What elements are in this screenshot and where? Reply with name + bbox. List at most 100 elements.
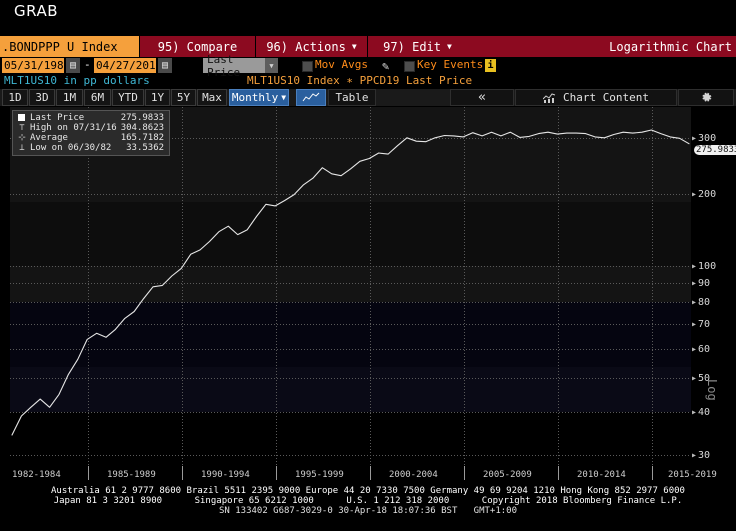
- period-button-6m[interactable]: 6M: [84, 89, 111, 106]
- calendar-icon[interactable]: ▤: [158, 58, 172, 73]
- collapse-panel-button[interactable]: «: [450, 89, 514, 106]
- x-axis-separator: [88, 466, 89, 480]
- chart-band-2: [10, 202, 691, 266]
- edit-button-label: Edit: [412, 39, 441, 54]
- x-axis-separator: [276, 466, 277, 480]
- x-tick-label: 1985-1989: [107, 470, 156, 480]
- ticker-field[interactable]: .BONDPPP U Index: [0, 36, 139, 57]
- actions-button[interactable]: 96) Actions ▼: [255, 36, 367, 57]
- compare-button-number: 95): [157, 39, 180, 54]
- bar-chart-icon: [542, 92, 556, 103]
- chart-band-6: [10, 412, 691, 465]
- gridline-v: [88, 107, 89, 465]
- chart-plot-area[interactable]: [10, 107, 691, 465]
- edit-button-number: 97): [383, 39, 405, 54]
- current-price-badge: 275.9833: [694, 145, 736, 155]
- footer-contacts-line-2: Japan 81 3 3201 8900 Singapore 65 6212 1…: [53, 496, 683, 506]
- frequency-label: Monthly: [231, 91, 279, 104]
- period-row: 1D 3D 1M 6M YTD 1Y 5Y Max Monthly ▼ Tabl…: [0, 89, 736, 106]
- pencil-icon[interactable]: ✎: [382, 59, 390, 73]
- calendar-icon[interactable]: ▤: [66, 58, 80, 73]
- legend-marker-high: ⊤: [19, 123, 25, 133]
- y-tick-label: ▸90: [691, 278, 711, 289]
- x-tick-label: 2005-2009: [483, 470, 532, 480]
- x-axis-separator: [558, 466, 559, 480]
- period-button-1y[interactable]: 1Y: [145, 89, 170, 106]
- legend-row: ⊤ High on 07/31/16 304.8623: [16, 123, 166, 133]
- subtitle-row: MLT1US10 in pp dollars MLT1US10 Index ∗ …: [0, 74, 736, 89]
- price-type-select[interactable]: Last Price: [203, 53, 265, 79]
- legend-value: 165.7182: [120, 133, 165, 143]
- chart-content-label: Chart Content: [562, 91, 650, 104]
- key-events-label[interactable]: Key Events: [417, 58, 484, 71]
- date-range-dash: -: [84, 58, 91, 71]
- legend-marker-average: ⊹: [18, 133, 26, 143]
- legend-marker-last-price: [16, 113, 28, 123]
- y-tick-label: ▸60: [691, 344, 711, 355]
- period-button-1d[interactable]: 1D: [2, 89, 28, 106]
- y-tick-label: ▸100: [691, 261, 717, 272]
- legend-label: High on 07/31/16: [30, 123, 117, 133]
- gear-icon-glyph: [701, 92, 711, 102]
- options-row: 05/31/1982 ▤ - 04/27/2018 ▤ Last Price ▼…: [0, 53, 736, 79]
- gridline-h: [10, 138, 691, 139]
- period-button-3d[interactable]: 3D: [29, 89, 55, 106]
- edit-button[interactable]: 97) Edit ▼: [367, 36, 467, 57]
- legend-label: Last Price: [30, 113, 85, 123]
- legend-label: Low on 06/30/82: [30, 143, 112, 153]
- gridline-h: [10, 266, 691, 267]
- frequency-select[interactable]: Monthly ▼: [229, 89, 289, 106]
- compare-button-label: Compare: [186, 39, 238, 54]
- x-axis-separator: [370, 466, 371, 480]
- date-from-input[interactable]: 05/31/1982: [2, 58, 71, 73]
- period-button-5y[interactable]: 5Y: [171, 89, 196, 106]
- y-axis-scale-label: Log: [705, 379, 719, 401]
- gridline-h: [10, 283, 691, 284]
- gridline-v: [464, 107, 465, 465]
- legend-value: 33.5362: [126, 143, 165, 153]
- line-chart-icon[interactable]: [296, 89, 326, 106]
- table-button[interactable]: Table: [328, 89, 376, 106]
- chart-type-title: Logarithmic Chart: [609, 39, 732, 54]
- legend-row: ⊹ Average 165.7182: [16, 133, 166, 143]
- date-to-input[interactable]: 04/27/2018: [94, 58, 163, 73]
- y-tick-label: ▸80: [691, 297, 711, 308]
- footer-session-info: SN 133402 G687-3029-0 30-Apr-18 18:07:36…: [218, 506, 517, 516]
- command-bar: .BONDPPP U Index 95) Compare 96) Actions…: [0, 36, 736, 57]
- gridline-h: [10, 349, 691, 350]
- mov-avgs-label[interactable]: Mov Avgs: [315, 58, 368, 71]
- chart-legend[interactable]: Last Price 275.9833 ⊤ High on 07/31/16 3…: [12, 110, 171, 156]
- gear-icon[interactable]: [678, 89, 734, 106]
- chart-band-3: [10, 266, 691, 302]
- chevron-down-icon: ▼: [281, 93, 287, 102]
- x-axis-separator: [182, 466, 183, 480]
- y-axis: ▸300 ▸200 ▸100 ▸90 ▸80 ▸70 ▸60 ▸50 ▸40 ▸…: [691, 107, 736, 465]
- x-axis: 1982-1984 1985-1989 1990-1994 1995-1999 …: [0, 466, 736, 488]
- period-button-max[interactable]: Max: [197, 89, 227, 106]
- period-button-ytd[interactable]: YTD: [112, 89, 144, 106]
- chart-content-button[interactable]: Chart Content: [515, 89, 677, 106]
- compare-button[interactable]: 95) Compare: [139, 36, 255, 57]
- x-tick-label: 1995-1999: [295, 470, 344, 480]
- gridline-h: [10, 412, 691, 413]
- legend-row: Last Price 275.9833: [16, 113, 166, 123]
- gridline-h: [10, 455, 691, 456]
- period-button-1m[interactable]: 1M: [56, 89, 83, 106]
- gridline-h: [10, 194, 691, 195]
- chevron-down-icon[interactable]: ▼: [265, 58, 278, 73]
- chevron-down-icon: ▼: [447, 41, 452, 51]
- y-tick-label: ▸40: [691, 407, 711, 418]
- legend-value: 275.9833: [120, 113, 165, 123]
- info-icon[interactable]: i: [485, 59, 496, 72]
- gridline-v: [276, 107, 277, 465]
- chart-band-4: [10, 302, 691, 367]
- gridline-h: [10, 324, 691, 325]
- x-tick-label: 2000-2004: [389, 470, 438, 480]
- actions-button-label: Actions: [295, 39, 346, 54]
- chart-subtitle-left: MLT1US10 in pp dollars: [4, 74, 150, 87]
- footer-contacts-line-1: Australia 61 2 9777 8600 Brazil 5511 239…: [51, 486, 685, 496]
- key-events-checkbox[interactable]: [404, 61, 415, 72]
- mov-avgs-checkbox[interactable]: [302, 61, 313, 72]
- actions-button-number: 96): [266, 39, 289, 54]
- gridline-h: [10, 378, 691, 379]
